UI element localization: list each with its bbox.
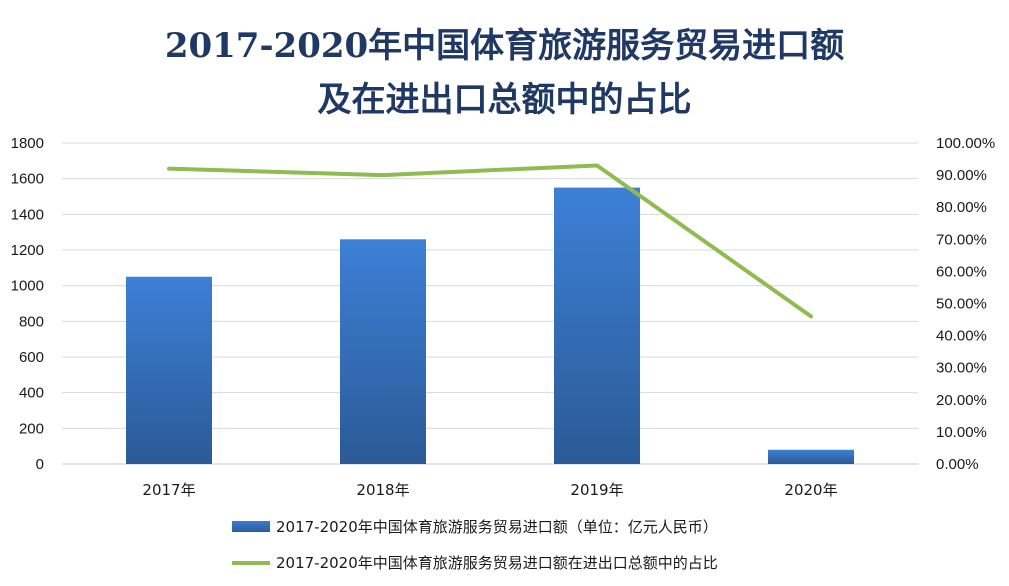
y-right-tick-label: 50.00% (936, 296, 987, 313)
y-left-tick-label: 0 (36, 456, 44, 473)
y-left-tick-label: 200 (19, 420, 44, 437)
bar (554, 187, 640, 465)
y-left-tick-label: 1000 (11, 278, 44, 295)
legend-item-bar: 2017-2020年中国体育旅游服务贸易进口额（单位：亿元人民币） (232, 516, 718, 537)
legend-line-label: 2017-2020年中国体育旅游服务贸易进口额在进出口总额中的占比 (276, 554, 718, 572)
legend-item-line: 2017-2020年中国体育旅游服务贸易进口额在进出口总额中的占比 (232, 552, 718, 573)
y-left-tick-label: 1600 (11, 171, 44, 188)
y-right-tick-label: 90.00% (936, 167, 987, 184)
y-right-tick-label: 30.00% (936, 360, 987, 377)
chart-title-line-1: 2017-2020年中国体育旅游服务贸易进口额 (164, 26, 845, 66)
y-right-tick-label: 80.00% (936, 199, 987, 216)
legend-line-swatch (232, 560, 270, 565)
legend-bar-label: 2017-2020年中国体育旅游服务贸易进口额（单位：亿元人民币） (276, 518, 718, 536)
y-left-tick-label: 1800 (11, 135, 44, 152)
legend-bar-swatch (232, 521, 270, 532)
y-right-tick-label: 20.00% (936, 392, 987, 409)
y-left-tick-label: 1200 (11, 242, 44, 259)
y-right-tick-label: 10.00% (936, 424, 987, 441)
x-tick-label: 2018年 (356, 481, 409, 499)
y-right-tick-label: 40.00% (936, 328, 987, 345)
chart-title-line-2: 及在进出口总额中的占比 (317, 80, 692, 120)
x-tick-label: 2017年 (142, 481, 195, 499)
y-left-tick-label: 1400 (11, 206, 44, 223)
x-tick-label: 2020年 (784, 481, 837, 499)
bar (340, 239, 426, 464)
y-right-tick-label: 100.00% (936, 135, 995, 152)
y-left-tick-label: 600 (19, 349, 44, 366)
bar (768, 449, 854, 464)
y-left-tick-label: 400 (19, 385, 44, 402)
series-line (167, 163, 813, 319)
y-left-tick-label: 800 (19, 313, 44, 330)
y-right-tick-label: 60.00% (936, 263, 987, 280)
y-right-tick-label: 0.00% (936, 456, 979, 473)
bar (126, 276, 212, 464)
y-right-tick-label: 70.00% (936, 231, 987, 248)
x-tick-label: 2019年 (570, 481, 623, 499)
